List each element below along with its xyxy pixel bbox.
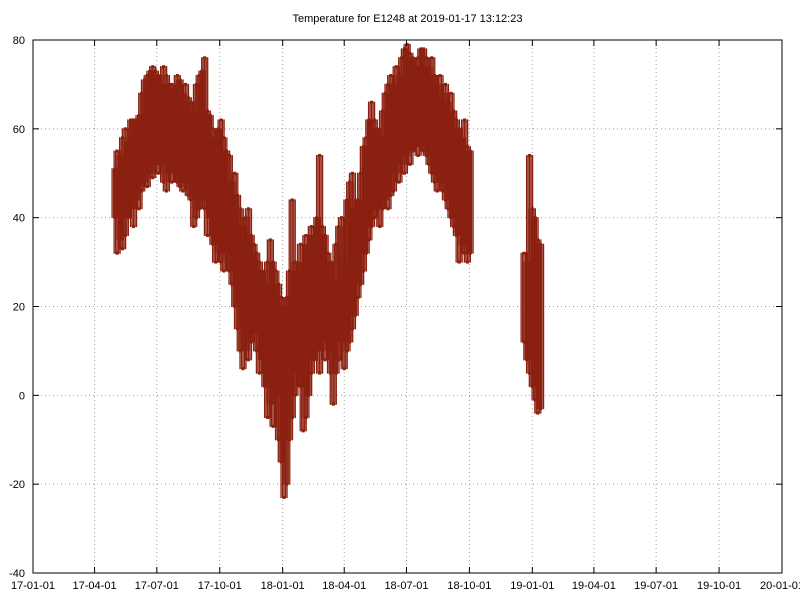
y-tick-label: 0 [19, 390, 25, 402]
x-tick-label: 20-01-01 [760, 580, 800, 592]
chart-title: Temperature for E1248 at 2019-01-17 13:1… [293, 13, 523, 25]
x-tick-label: 19-04-01 [572, 580, 616, 592]
x-tick-label: 18-04-01 [322, 580, 366, 592]
axis-ticks [32, 39, 783, 574]
y-tick-label: 80 [13, 35, 25, 47]
y-tick-label: 20 [13, 302, 25, 314]
tick-labels: 17-01-01 17-04-01 17-07-01 17-10-01 18-01-01… [9, 35, 800, 592]
x-tick-label: 18-01-01 [261, 580, 305, 592]
y-tick-label: -40 [9, 568, 25, 580]
data-point [536, 242, 545, 411]
y-tick-label: 40 [13, 213, 25, 225]
x-tick-label: 18-07-01 [384, 580, 428, 592]
x-tick-label: 19-10-01 [697, 580, 741, 592]
y-tick-label: 60 [13, 124, 25, 136]
x-tick-label: 17-01-01 [11, 580, 55, 592]
x-tick-label: 17-10-01 [198, 580, 242, 592]
x-tick-label: 19-07-01 [634, 580, 678, 592]
x-tick-label: 17-04-01 [73, 580, 117, 592]
y-tick-label: -20 [9, 479, 25, 491]
x-tick-label: 18-10-01 [447, 580, 491, 592]
data-point [466, 149, 474, 255]
x-tick-label: 19-01-01 [510, 580, 554, 592]
x-tick-label: 17-07-01 [135, 580, 179, 592]
data-points [111, 42, 545, 499]
